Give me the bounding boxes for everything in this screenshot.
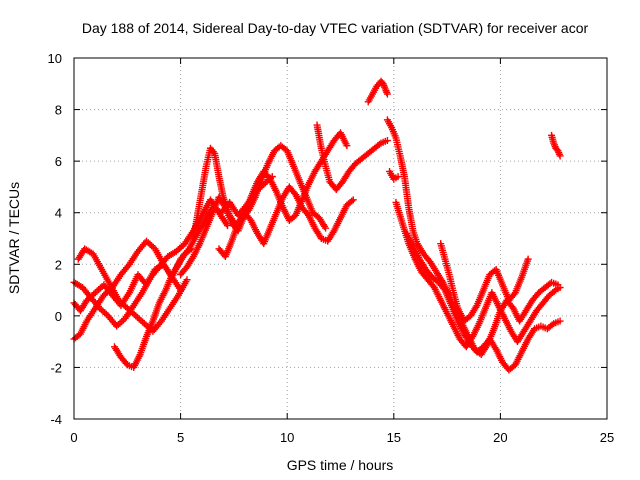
data-point xyxy=(383,137,391,145)
x-tick-label: 20 xyxy=(493,430,507,445)
x-tick-label: 10 xyxy=(280,430,294,445)
x-tick-label: 0 xyxy=(70,430,77,445)
data-point xyxy=(550,287,558,295)
data-point xyxy=(183,276,191,284)
data-point xyxy=(224,222,232,230)
y-tick-label: 4 xyxy=(55,206,62,221)
series-s9 xyxy=(313,121,391,194)
data-point xyxy=(375,140,383,148)
x-tick-label: 5 xyxy=(177,430,184,445)
data-point xyxy=(556,283,564,291)
plot-frame xyxy=(73,57,608,420)
data-point xyxy=(556,152,564,160)
data-point xyxy=(383,90,391,98)
y-tick-label: 8 xyxy=(55,103,62,118)
series-layer xyxy=(70,77,564,374)
series-s4 xyxy=(70,237,185,343)
x-axis-label: GPS time / hours xyxy=(287,457,394,473)
y-axis-label: SDTVAR / TECUs xyxy=(6,182,22,294)
grid xyxy=(74,58,607,419)
data-point xyxy=(186,246,194,254)
data-point xyxy=(394,173,402,181)
x-tick-label: 15 xyxy=(387,430,401,445)
y-tick-label: -4 xyxy=(50,412,62,427)
y-tick-label: -2 xyxy=(50,360,62,375)
data-point xyxy=(322,224,330,232)
series-s15 xyxy=(548,131,564,160)
series-s10 xyxy=(364,77,391,106)
data-point xyxy=(343,142,351,150)
data-point xyxy=(548,321,556,329)
ticks: 0 5 10 15 20 25 -4 -2 0 2 4 6 8 10 xyxy=(48,51,615,445)
y-tick-label: 10 xyxy=(48,51,62,66)
data-point xyxy=(349,196,357,204)
data-point xyxy=(524,255,532,263)
series-s13 xyxy=(403,229,564,374)
series-s8 xyxy=(215,183,357,261)
data-point xyxy=(556,317,564,325)
series-s16 xyxy=(386,167,402,183)
series-s5 xyxy=(111,245,195,371)
chart-title: Day 188 of 2014, Sidereal Day-to-day VTE… xyxy=(82,20,589,36)
series-s12 xyxy=(392,198,564,351)
y-tick-label: 0 xyxy=(55,309,62,324)
series-s7 xyxy=(177,129,351,279)
y-tick-label: 2 xyxy=(55,257,62,272)
data-point xyxy=(348,197,356,205)
series-s1 xyxy=(70,173,276,315)
series-s14 xyxy=(437,240,532,325)
x-tick-label: 25 xyxy=(600,430,614,445)
y-tick-label: 6 xyxy=(55,154,62,169)
data-point xyxy=(177,286,185,294)
series-s11 xyxy=(383,116,562,359)
